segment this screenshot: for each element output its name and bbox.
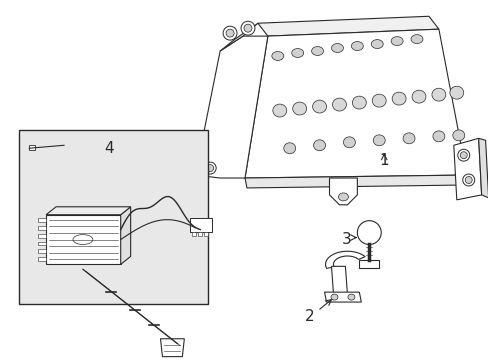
Polygon shape bbox=[325, 251, 365, 269]
Circle shape bbox=[204, 162, 216, 174]
Ellipse shape bbox=[391, 92, 405, 105]
Ellipse shape bbox=[351, 41, 363, 50]
Polygon shape bbox=[453, 138, 481, 200]
Ellipse shape bbox=[283, 143, 295, 154]
Circle shape bbox=[459, 152, 466, 159]
Ellipse shape bbox=[372, 135, 385, 146]
Polygon shape bbox=[121, 207, 130, 264]
Polygon shape bbox=[160, 339, 184, 357]
Circle shape bbox=[244, 24, 251, 32]
Circle shape bbox=[357, 221, 381, 244]
Ellipse shape bbox=[449, 86, 463, 99]
Polygon shape bbox=[257, 16, 438, 36]
Ellipse shape bbox=[311, 46, 323, 55]
Ellipse shape bbox=[411, 90, 425, 103]
Bar bbox=[19, 130, 208, 304]
Bar bbox=[29, 145, 35, 150]
Bar bbox=[38, 234, 46, 238]
Ellipse shape bbox=[338, 193, 347, 201]
Bar bbox=[192, 231, 196, 235]
Ellipse shape bbox=[352, 96, 366, 109]
Ellipse shape bbox=[390, 37, 402, 46]
Polygon shape bbox=[331, 266, 346, 294]
Bar bbox=[38, 257, 46, 261]
Ellipse shape bbox=[452, 130, 464, 141]
Bar bbox=[38, 249, 46, 253]
Ellipse shape bbox=[343, 137, 355, 148]
Ellipse shape bbox=[312, 100, 326, 113]
Ellipse shape bbox=[292, 102, 306, 115]
Bar bbox=[38, 226, 46, 230]
Polygon shape bbox=[324, 292, 361, 302]
Text: 1: 1 bbox=[379, 153, 388, 168]
Bar bbox=[359, 260, 379, 268]
Polygon shape bbox=[195, 36, 267, 178]
Ellipse shape bbox=[291, 49, 303, 58]
Ellipse shape bbox=[73, 235, 93, 244]
Polygon shape bbox=[244, 175, 468, 188]
Bar bbox=[38, 218, 46, 222]
Ellipse shape bbox=[272, 104, 286, 117]
Circle shape bbox=[457, 149, 469, 161]
Circle shape bbox=[225, 29, 234, 37]
Bar bbox=[198, 231, 202, 235]
Ellipse shape bbox=[431, 88, 445, 101]
Ellipse shape bbox=[371, 94, 386, 107]
Ellipse shape bbox=[402, 133, 414, 144]
Circle shape bbox=[223, 26, 237, 40]
Polygon shape bbox=[244, 29, 466, 178]
Ellipse shape bbox=[330, 294, 337, 300]
Bar bbox=[190, 218, 212, 231]
Bar bbox=[38, 242, 46, 246]
Bar bbox=[46, 215, 121, 264]
Polygon shape bbox=[329, 178, 357, 205]
Ellipse shape bbox=[410, 35, 422, 44]
Circle shape bbox=[464, 176, 471, 184]
Bar bbox=[204, 231, 208, 235]
Ellipse shape bbox=[271, 51, 283, 60]
Circle shape bbox=[206, 165, 213, 172]
Ellipse shape bbox=[331, 44, 343, 53]
Circle shape bbox=[462, 174, 474, 186]
Ellipse shape bbox=[370, 40, 383, 49]
Circle shape bbox=[241, 21, 254, 35]
Ellipse shape bbox=[432, 131, 444, 142]
Polygon shape bbox=[478, 138, 488, 198]
Ellipse shape bbox=[347, 294, 354, 300]
Ellipse shape bbox=[313, 140, 325, 151]
Polygon shape bbox=[220, 23, 257, 51]
Text: 4: 4 bbox=[104, 141, 113, 156]
Text: 3: 3 bbox=[341, 232, 350, 247]
Polygon shape bbox=[46, 207, 130, 215]
Text: 2: 2 bbox=[304, 310, 314, 324]
Ellipse shape bbox=[332, 98, 346, 111]
